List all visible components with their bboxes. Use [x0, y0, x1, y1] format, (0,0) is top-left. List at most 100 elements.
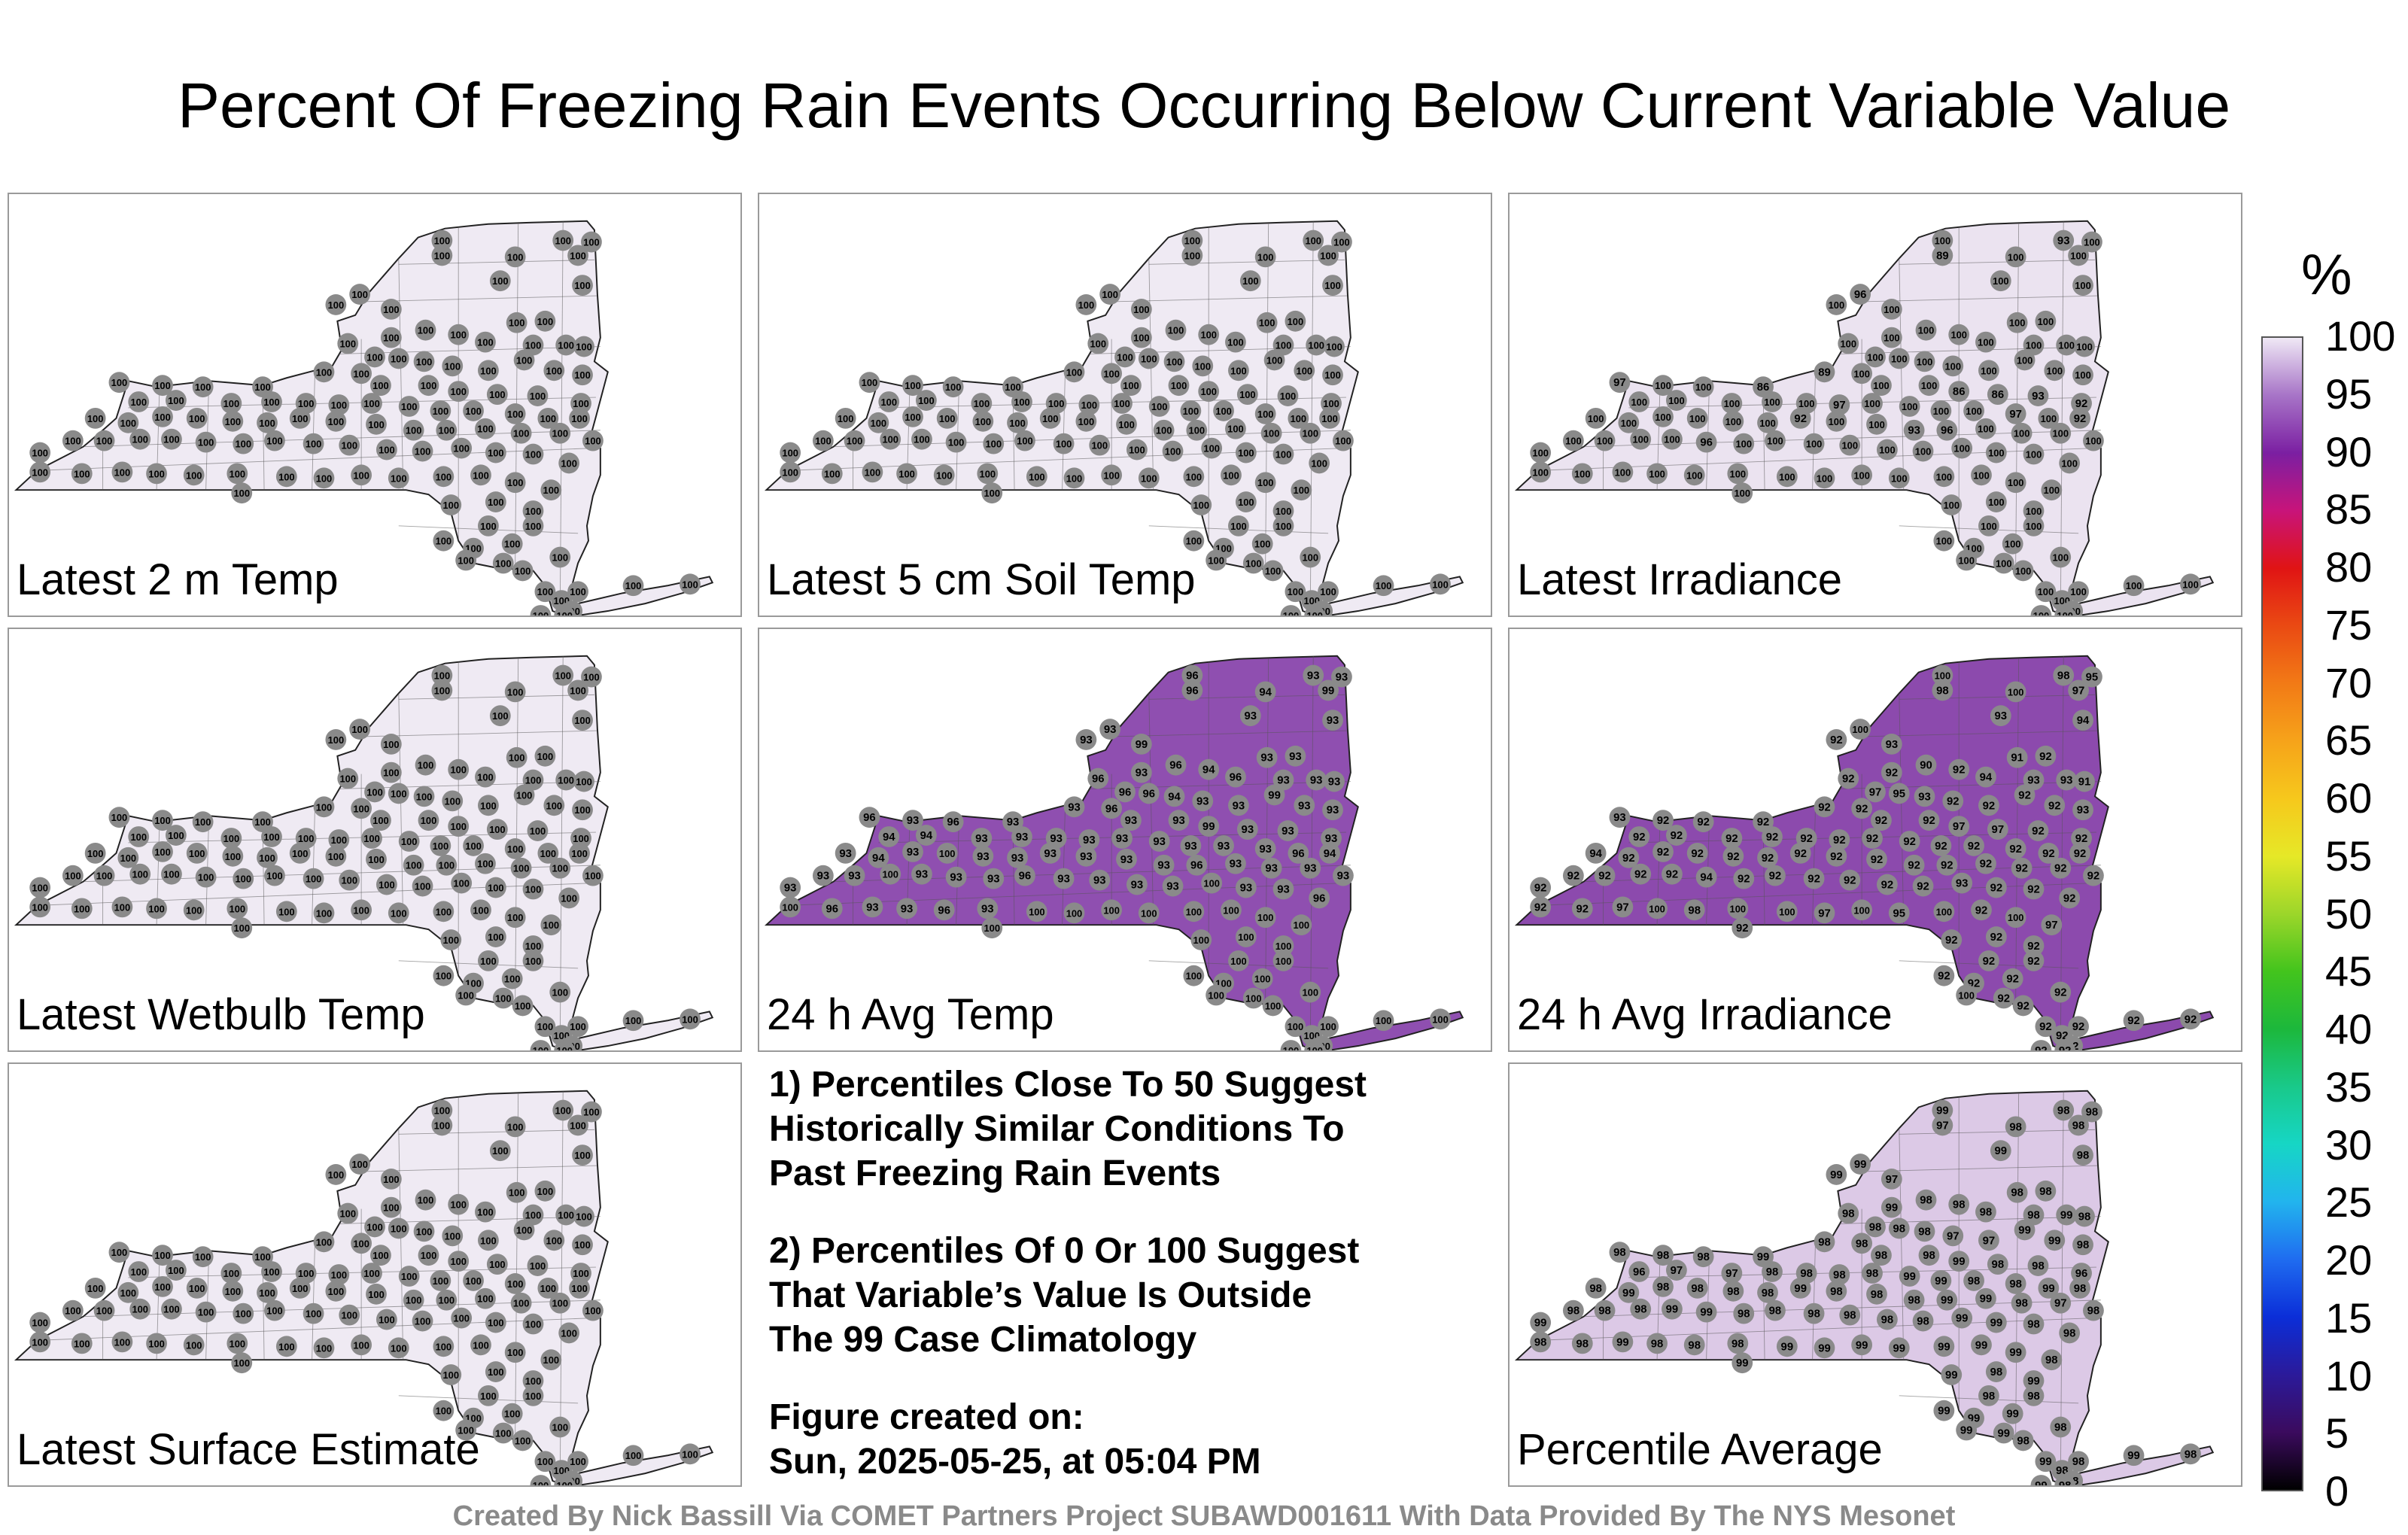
long-island-outline: [2061, 1445, 2215, 1485]
station-value: 100: [1996, 558, 2012, 569]
station-marker: [71, 898, 93, 919]
station-marker: [1814, 902, 1835, 924]
station-marker: [337, 1202, 359, 1224]
station-marker: [558, 887, 580, 909]
station-marker: [2044, 795, 2066, 816]
station-value: 100: [537, 1186, 554, 1197]
station-marker: [1975, 1201, 1996, 1223]
station-value: 99: [1202, 821, 1215, 833]
station-value: 98: [2063, 1327, 2076, 1339]
station-value: 100: [1078, 416, 1095, 427]
station-value: 100: [507, 1121, 524, 1132]
station-marker: [1915, 754, 1937, 776]
station-value: 92: [2054, 987, 2067, 999]
station-value: 100: [339, 339, 356, 350]
station-marker: [227, 1333, 248, 1354]
station-value: 100: [331, 1269, 348, 1281]
station-value: 100: [401, 836, 418, 847]
station-value: 100: [263, 397, 280, 408]
panel-label: Percentile Average: [1517, 1425, 1883, 1474]
station-value: 100: [504, 974, 521, 985]
county-boundary: [1862, 295, 2098, 302]
station-value: 100: [984, 488, 1001, 499]
station-value: 100: [225, 851, 242, 862]
station-value: 86: [1953, 386, 1966, 398]
station-value: 100: [278, 471, 295, 482]
station-value: 100: [1166, 356, 1183, 367]
station-value: 92: [2074, 848, 2087, 860]
station-value: 100: [1257, 251, 1274, 263]
station-value: 100: [230, 1338, 246, 1349]
station-value: 100: [1981, 521, 1997, 532]
station-value: 100: [195, 816, 211, 828]
station-marker: [622, 575, 644, 597]
station-value: 97: [1833, 400, 1846, 412]
station-marker: [1198, 324, 1220, 345]
station-marker: [780, 461, 801, 483]
colorbar-tick-label: 60: [2325, 774, 2373, 822]
colorbar-tick-label: 75: [2325, 600, 2373, 649]
station-marker: [455, 984, 477, 1006]
station-marker: [1933, 1400, 1955, 1421]
station-marker: [1594, 865, 1616, 886]
station-value: 100: [32, 883, 48, 894]
station-marker: [1530, 1312, 1552, 1333]
station-marker: [349, 719, 371, 740]
station-marker: [117, 412, 139, 433]
station-marker: [2180, 1008, 2201, 1030]
station-marker: [1930, 400, 1952, 421]
station-value: 100: [1817, 473, 1833, 484]
station-value: 98: [1936, 685, 1949, 697]
station-marker: [981, 917, 1003, 939]
station-marker: [475, 418, 496, 439]
station-marker: [1814, 796, 1835, 818]
station-marker: [165, 390, 187, 411]
station-marker: [418, 375, 439, 397]
station-value: 100: [2041, 413, 2057, 424]
station-marker: [1839, 869, 1861, 891]
station-marker: [1948, 816, 1970, 837]
station-value: 100: [1239, 389, 1256, 400]
station-value: 100: [1184, 236, 1201, 247]
station-value: 92: [2027, 941, 2040, 953]
station-marker: [1039, 842, 1061, 864]
station-marker: [2027, 385, 2049, 406]
station-marker: [1099, 719, 1121, 740]
station-value: 89: [1936, 250, 1949, 262]
station-marker: [492, 987, 514, 1009]
station-marker: [1130, 327, 1152, 348]
station-marker: [1318, 581, 1339, 603]
colorbar-tick-label: 50: [2325, 889, 2373, 938]
station-marker: [2050, 422, 2072, 444]
station-marker: [1686, 1277, 1708, 1299]
station-value: 100: [254, 381, 271, 393]
station-marker: [1026, 901, 1047, 923]
station-marker: [1530, 461, 1552, 483]
station-marker: [1228, 360, 1249, 381]
station-value: 97: [1992, 824, 2005, 836]
station-value: 94: [920, 830, 933, 842]
station-marker: [844, 430, 865, 451]
station-marker: [1862, 1263, 1883, 1284]
station-value: 100: [1238, 932, 1254, 943]
station-marker: [2038, 842, 2060, 864]
station-value: 100: [585, 1306, 601, 1317]
station-value: 92: [1697, 816, 1710, 828]
map-panel-percentile-average: 99 98 98 97 98 98 99 99 98 99 97 98 98 98 98 98 99 98 98 99…: [1508, 1062, 2242, 1487]
station-marker: [1612, 1331, 1634, 1353]
station-marker: [1941, 1364, 1963, 1385]
station-marker: [1912, 875, 1934, 897]
station-value: 100: [341, 440, 357, 451]
station-marker: [1089, 434, 1111, 456]
station-value: 97: [1886, 1174, 1899, 1186]
station-value: 100: [316, 1236, 333, 1248]
station-marker: [146, 1333, 167, 1354]
station-value: 100: [1958, 555, 1975, 566]
station-value: 100: [235, 874, 251, 885]
station-value: 100: [2026, 340, 2042, 351]
station-value: 100: [436, 536, 452, 547]
station-marker: [303, 433, 324, 454]
station-value: 100: [148, 1338, 165, 1349]
station-marker: [1975, 418, 1996, 439]
